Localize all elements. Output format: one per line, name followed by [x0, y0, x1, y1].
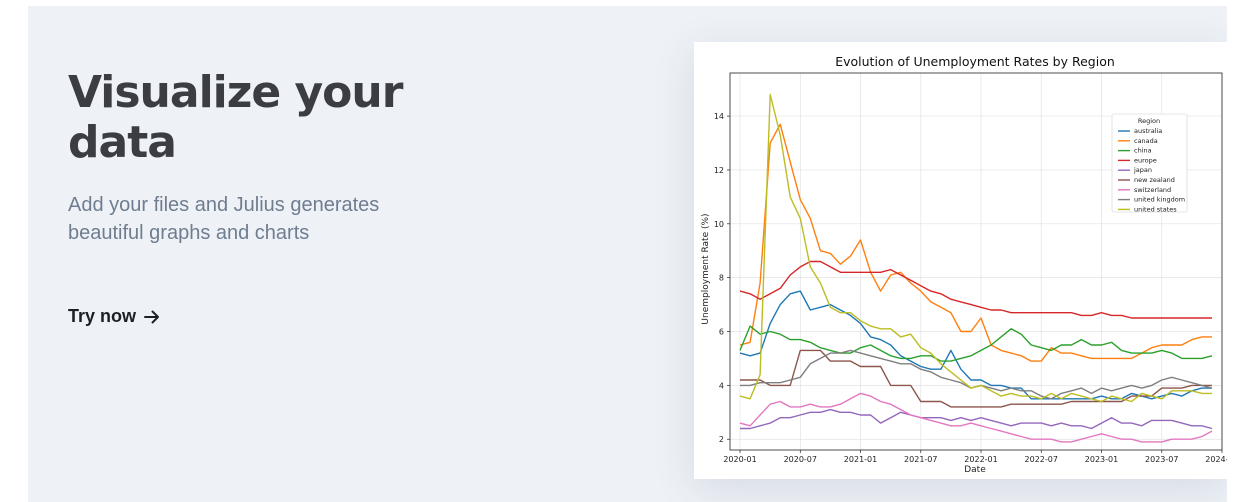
arrow-right-icon: [142, 307, 162, 327]
x-tick-label: 2023-07: [1145, 455, 1178, 464]
hero-section: Visualize your data Add your files and J…: [28, 6, 1227, 502]
legend-label: switzerland: [1134, 186, 1171, 194]
chart-card: 2 4 6 8 10 12 14 2020-01 2020-07 2021-01 2021-07 2…: [694, 42, 1227, 479]
series-line-europe: [739, 260, 1212, 319]
series-line-canada: [739, 123, 1212, 362]
y-tick-label: 14: [714, 112, 724, 121]
hero-title-line-1: Visualize your: [68, 67, 403, 118]
legend-box: [1111, 113, 1188, 213]
try-now-link[interactable]: Try now: [68, 306, 162, 327]
legend-label: united kingdom: [1134, 196, 1185, 204]
y-tick-label: 2: [719, 435, 724, 444]
series-line-switzerland: [739, 392, 1213, 443]
y-tick-label: 12: [714, 166, 724, 175]
series-line-australia: [739, 290, 1212, 400]
y-tick-label: 4: [719, 381, 724, 390]
x-axis-label: Date: [964, 465, 986, 475]
legend-label: new zealand: [1134, 176, 1175, 184]
x-tick-label: 2024-01: [1205, 455, 1227, 464]
y-axis-ticks: 2 4 6 8 10 12 14: [714, 112, 730, 444]
try-now-label: Try now: [68, 306, 137, 326]
x-tick-label: 2023-01: [1085, 455, 1118, 464]
chart-grid: [730, 73, 1223, 450]
y-axis-label: Unemployment Rate (%): [701, 213, 711, 324]
x-tick-label: 2020-07: [784, 455, 817, 464]
y-tick-label: 6: [719, 328, 724, 337]
legend-label: china: [1134, 147, 1152, 155]
legend-label: europe: [1134, 156, 1157, 164]
legend-title: Region: [1138, 117, 1160, 125]
x-tick-label: 2022-01: [964, 455, 997, 464]
series-line-china: [739, 325, 1213, 362]
series-line-united-kingdom: [740, 349, 1213, 400]
legend-label: australia: [1134, 127, 1162, 135]
series-line-new-zealand: [740, 349, 1212, 408]
y-tick-label: 10: [714, 220, 724, 229]
hero-title: Visualize your data: [68, 67, 403, 168]
hero-subtitle: Add your files and Julius generates beau…: [68, 194, 380, 244]
chart-series-lines: [739, 93, 1213, 443]
series-line-japan: [740, 408, 1213, 430]
chart-title: Evolution of Unemployment Rates by Regio…: [835, 54, 1115, 69]
x-tick-label: 2020-01: [723, 455, 756, 464]
hero-title-line-2: data: [68, 117, 177, 168]
series-line-united-states: [739, 93, 1212, 403]
legend-label: japan: [1133, 166, 1152, 174]
legend-label: united states: [1134, 205, 1177, 213]
plot-frame: [729, 72, 1223, 451]
x-tick-label: 2021-01: [844, 455, 877, 464]
x-tick-label: 2022-07: [1025, 455, 1058, 464]
y-tick-label: 8: [719, 274, 724, 283]
x-tick-label: 2021-07: [904, 455, 937, 464]
legend-label: canada: [1134, 137, 1158, 145]
x-axis-ticks: 2020-01 2020-07 2021-01 2021-07 2022-01 2022-…: [723, 450, 1227, 464]
